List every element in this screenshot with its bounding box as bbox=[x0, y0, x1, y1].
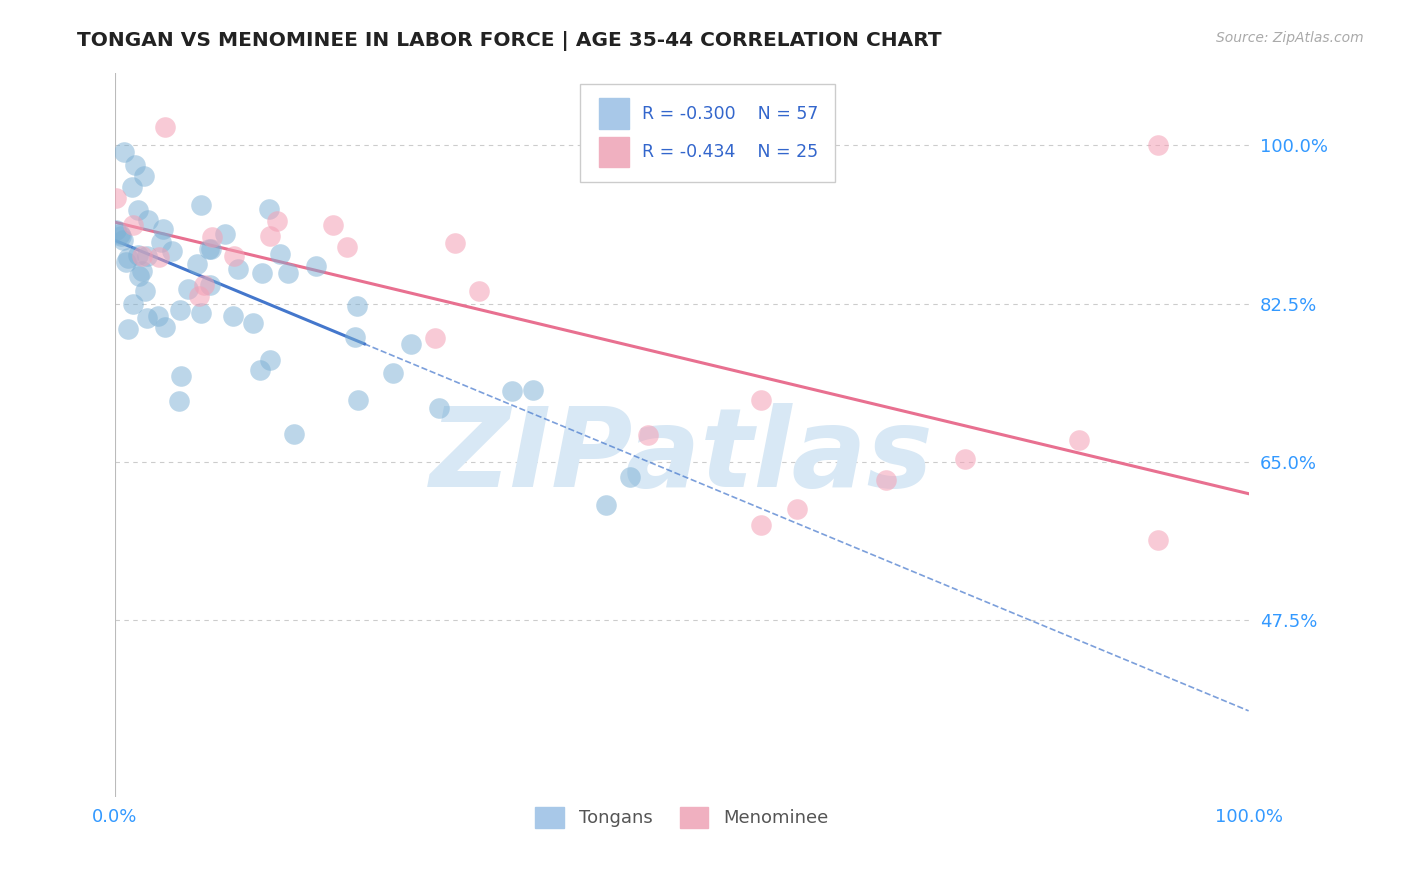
Point bbox=[152, 222, 174, 236]
Point bbox=[242, 316, 264, 330]
Point bbox=[336, 240, 359, 254]
Point bbox=[131, 264, 153, 278]
Point bbox=[170, 368, 193, 383]
Point bbox=[283, 426, 305, 441]
Point bbox=[346, 299, 368, 313]
Point bbox=[167, 393, 190, 408]
Point bbox=[1147, 533, 1170, 548]
Legend: Tongans, Menominee: Tongans, Menominee bbox=[529, 799, 835, 835]
Point bbox=[190, 306, 212, 320]
Text: ZIPatlas: ZIPatlas bbox=[430, 403, 934, 510]
Point bbox=[522, 383, 544, 397]
Point bbox=[117, 252, 139, 266]
Point bbox=[637, 427, 659, 442]
Point bbox=[193, 277, 215, 292]
FancyBboxPatch shape bbox=[599, 98, 628, 128]
Point bbox=[198, 278, 221, 293]
Text: Source: ZipAtlas.com: Source: ZipAtlas.com bbox=[1216, 31, 1364, 45]
Point bbox=[115, 255, 138, 269]
Point bbox=[131, 249, 153, 263]
Point bbox=[112, 233, 135, 247]
Point bbox=[346, 392, 368, 407]
Point bbox=[214, 227, 236, 241]
Point bbox=[136, 213, 159, 227]
Point bbox=[249, 363, 271, 377]
Point bbox=[136, 311, 159, 326]
Point bbox=[105, 191, 128, 205]
Point bbox=[201, 230, 224, 244]
Point bbox=[259, 202, 281, 216]
Point bbox=[134, 284, 156, 298]
Point bbox=[128, 268, 150, 283]
Point bbox=[200, 242, 222, 256]
Point bbox=[1147, 138, 1170, 153]
Point bbox=[127, 248, 149, 262]
Point bbox=[259, 229, 281, 244]
Point bbox=[122, 297, 145, 311]
Point bbox=[132, 169, 155, 183]
Point bbox=[322, 218, 344, 232]
Point bbox=[124, 159, 146, 173]
Point bbox=[187, 289, 209, 303]
Point bbox=[427, 401, 450, 416]
Point bbox=[169, 303, 191, 318]
Point bbox=[399, 337, 422, 351]
Text: TONGAN VS MENOMINEE IN LABOR FORCE | AGE 35-44 CORRELATION CHART: TONGAN VS MENOMINEE IN LABOR FORCE | AGE… bbox=[77, 31, 942, 51]
FancyBboxPatch shape bbox=[599, 136, 628, 167]
Point bbox=[186, 257, 208, 271]
Point bbox=[226, 261, 249, 276]
Point bbox=[344, 330, 367, 344]
Text: R = -0.300    N = 57: R = -0.300 N = 57 bbox=[643, 104, 818, 122]
Point bbox=[121, 179, 143, 194]
Point bbox=[619, 470, 641, 484]
Point bbox=[110, 228, 132, 243]
Point bbox=[112, 145, 135, 160]
Point bbox=[381, 366, 404, 380]
Point bbox=[198, 242, 221, 256]
Point bbox=[595, 498, 617, 512]
Point bbox=[153, 319, 176, 334]
Point bbox=[104, 223, 127, 237]
Point bbox=[190, 198, 212, 212]
Point bbox=[148, 309, 170, 323]
Point bbox=[224, 249, 246, 263]
Point bbox=[150, 235, 173, 249]
Point bbox=[468, 285, 491, 299]
Point bbox=[305, 259, 328, 273]
Point bbox=[148, 251, 170, 265]
Point bbox=[425, 331, 447, 345]
Point bbox=[127, 202, 149, 217]
Point bbox=[501, 384, 523, 399]
Point bbox=[108, 227, 131, 241]
Point bbox=[443, 235, 465, 250]
Point bbox=[277, 266, 299, 280]
Point bbox=[136, 249, 159, 263]
Point bbox=[269, 246, 291, 260]
Point bbox=[177, 282, 200, 296]
Point bbox=[749, 518, 772, 533]
Point bbox=[117, 321, 139, 335]
Point bbox=[266, 213, 288, 227]
Point bbox=[250, 266, 273, 280]
Point bbox=[786, 502, 808, 516]
Point bbox=[153, 120, 176, 135]
Point bbox=[875, 473, 897, 487]
Point bbox=[1067, 433, 1090, 447]
Point bbox=[221, 310, 243, 324]
Point bbox=[160, 244, 183, 259]
Point bbox=[122, 218, 145, 232]
Point bbox=[953, 451, 976, 466]
Point bbox=[259, 352, 281, 367]
Text: R = -0.434    N = 25: R = -0.434 N = 25 bbox=[643, 143, 818, 161]
Point bbox=[749, 392, 772, 407]
FancyBboxPatch shape bbox=[579, 84, 835, 182]
